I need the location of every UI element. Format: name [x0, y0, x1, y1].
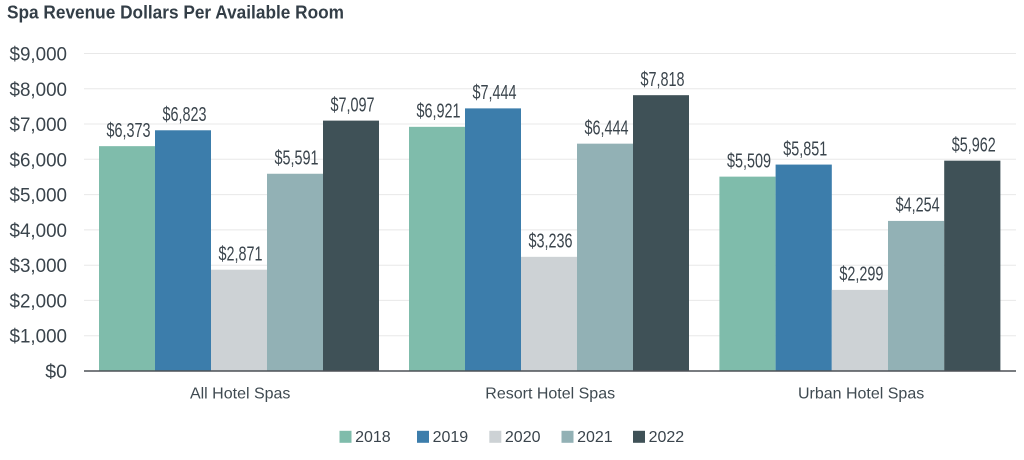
- svg-text:$7,818: $7,818: [641, 69, 685, 91]
- svg-text:$0: $0: [45, 361, 67, 383]
- svg-text:Spa Revenue Dollars Per Availa: Spa Revenue Dollars Per Available Room: [7, 2, 344, 22]
- svg-text:2022: 2022: [649, 429, 685, 446]
- svg-text:$7,097: $7,097: [331, 94, 375, 116]
- svg-text:$4,254: $4,254: [896, 195, 940, 217]
- svg-text:All Hotel Spas: All Hotel Spas: [190, 385, 291, 402]
- svg-text:$8,000: $8,000: [10, 79, 68, 101]
- svg-text:$5,851: $5,851: [783, 138, 827, 160]
- svg-text:$7,000: $7,000: [10, 114, 68, 136]
- svg-text:$3,000: $3,000: [10, 255, 68, 277]
- svg-text:$6,000: $6,000: [10, 149, 68, 171]
- svg-text:2019: 2019: [433, 429, 469, 446]
- svg-text:$5,591: $5,591: [275, 148, 319, 170]
- svg-text:$3,236: $3,236: [529, 231, 573, 253]
- svg-text:$2,299: $2,299: [839, 264, 883, 286]
- svg-text:$4,000: $4,000: [10, 220, 68, 242]
- svg-text:$5,509: $5,509: [727, 150, 771, 172]
- svg-text:$6,921: $6,921: [417, 101, 461, 123]
- svg-text:2020: 2020: [505, 429, 541, 446]
- svg-text:2018: 2018: [355, 429, 391, 446]
- svg-text:$5,000: $5,000: [10, 185, 68, 207]
- svg-text:$6,444: $6,444: [585, 118, 629, 140]
- svg-text:2021: 2021: [577, 429, 613, 446]
- svg-text:$6,373: $6,373: [107, 120, 151, 142]
- svg-text:$1,000: $1,000: [10, 326, 68, 348]
- svg-text:$6,823: $6,823: [163, 104, 207, 126]
- svg-text:$7,444: $7,444: [473, 82, 517, 104]
- svg-text:$2,871: $2,871: [219, 244, 263, 266]
- svg-text:$9,000: $9,000: [10, 44, 68, 66]
- svg-text:$5,962: $5,962: [952, 135, 996, 157]
- svg-text:Resort Hotel Spas: Resort Hotel Spas: [485, 385, 615, 402]
- svg-text:Urban Hotel Spas: Urban Hotel Spas: [798, 385, 924, 402]
- svg-text:$2,000: $2,000: [10, 290, 68, 312]
